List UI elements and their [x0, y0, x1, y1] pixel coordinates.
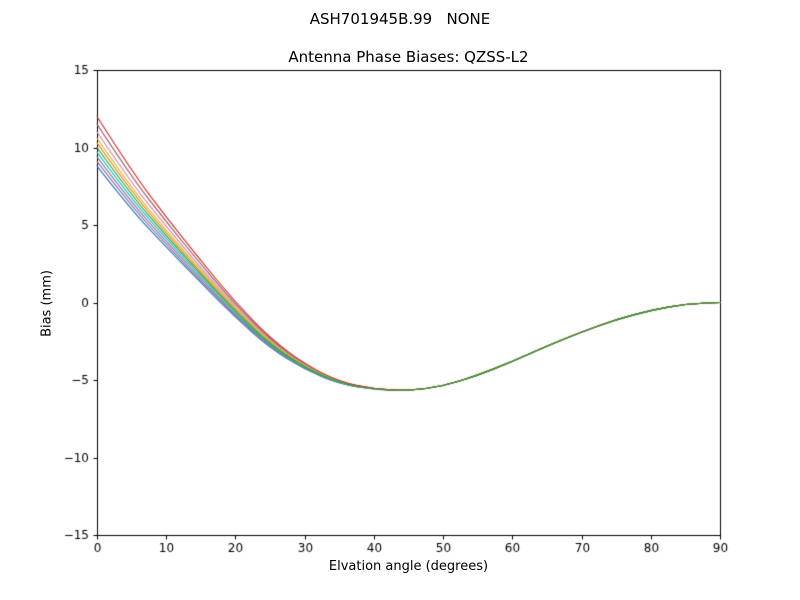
- chart-subtitle: Antenna Phase Biases: QZSS-L2: [288, 48, 529, 66]
- y-axis-label: Bias (mm): [39, 270, 55, 337]
- figure-title: ASH701945B.99 NONE: [309, 10, 491, 28]
- x-axis-label: Elvation angle (degrees): [328, 559, 489, 574]
